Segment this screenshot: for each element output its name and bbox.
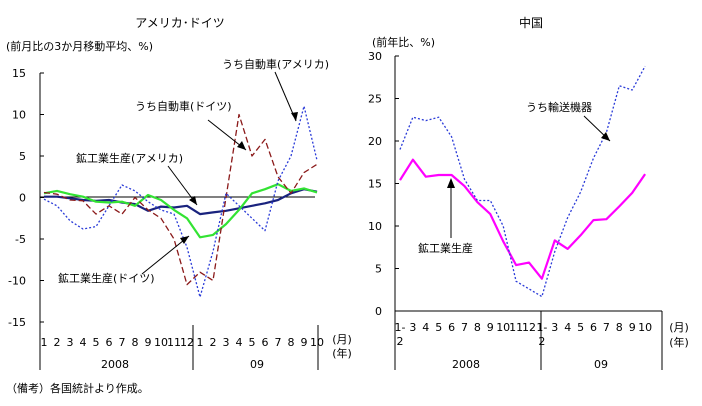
right-x-tick-label: 3 — [409, 321, 416, 334]
left-x-tick-label: 4 — [236, 336, 243, 349]
left-x-tick-label: 7 — [275, 336, 282, 349]
right-y-tick-label: 30 — [368, 50, 382, 63]
left-series-group — [43, 105, 318, 298]
annotation-us-industrial: 鉱工業生産(アメリカ) — [76, 151, 183, 165]
right-x-tick-label: 4 — [564, 321, 571, 334]
left-x-tick-label: 3 — [67, 336, 74, 349]
right-x-tick-label: 10 — [638, 321, 652, 334]
left-y-axis-label: (前月比の3か月移動平均、%) — [6, 39, 153, 53]
left-y-tick-label: -15 — [8, 316, 26, 329]
right-y-tick-labels: 30 25 20 15 10 5 0 — [368, 50, 382, 318]
right-series-1-line — [399, 65, 646, 298]
left-y-tick-label: 15 — [12, 67, 26, 80]
right-x-tick-label: 9 — [487, 321, 494, 334]
left-x-tick-label: 6 — [262, 336, 269, 349]
right-x-tick-label: 8 — [474, 321, 481, 334]
right-y-tick-label: 25 — [368, 93, 382, 106]
left-x-tick-label: 7 — [119, 336, 126, 349]
left-x-tick-label: 12 — [180, 336, 194, 349]
annotation-de-industrial-arrow — [141, 235, 190, 275]
right-y-tick-marks — [395, 55, 399, 312]
left-x-tick-label: 6 — [106, 336, 113, 349]
right-x-tick-label: 3 — [551, 321, 558, 334]
left-y-tick-label: -5 — [15, 233, 26, 246]
left-x-unit-year: (年) — [332, 346, 352, 360]
right-x-tick-label: 1-2 — [395, 321, 406, 348]
right-y-tick-label: 5 — [375, 263, 382, 276]
left-x-tick-label: 10 — [154, 336, 168, 349]
left-x-tick-label: 5 — [93, 336, 100, 349]
right-x-tick-label: 11 — [509, 321, 523, 334]
left-x-tick-label: 1 — [197, 336, 204, 349]
right-x-tick-label: 5 — [577, 321, 584, 334]
annotation-cn-transport: うち輸送機器 — [526, 100, 592, 114]
left-x-tick-label: 5 — [249, 336, 256, 349]
right-x-tick-label: 7 — [461, 321, 468, 334]
right-x-tick-label: 6 — [448, 321, 455, 334]
right-x-tick-label: 7 — [603, 321, 610, 334]
left-x-tick-label: 2 — [54, 336, 61, 349]
left-y-tick-labels: 15 10 5 0 -5 -10 -15 — [8, 67, 26, 329]
annotation-de-industrial-arrowhead — [180, 236, 189, 244]
right-x-tick-label: 10 — [496, 321, 510, 334]
annotation-cn-industrial-arrowhead — [447, 178, 455, 188]
left-series-3-line — [43, 105, 318, 298]
right-y-tick-label: 20 — [368, 135, 382, 148]
right-x-tick-label: 4 — [422, 321, 429, 334]
left-series-0-line — [44, 188, 318, 216]
annotation-cn-transport-arrowhead — [601, 132, 610, 141]
left-y-tick-label: 5 — [19, 150, 26, 163]
right-y-tick-label: 0 — [375, 305, 382, 318]
left-chart-title: アメリカ･ドイツ — [135, 16, 224, 30]
right-y-tick-label: 10 — [368, 220, 382, 233]
left-y-tick-label: 0 — [19, 192, 26, 205]
left-x-tick-label: 3 — [223, 336, 230, 349]
left-x-tick-label: 8 — [288, 336, 295, 349]
annotation-cn-industrial: 鉱工業生産 — [418, 241, 473, 255]
right-x-tick-label: 5 — [435, 321, 442, 334]
left-x-tick-labels: 1 2 3 4 5 6 7 8 9 10 11 12 1 2 3 4 5 6 7 8 9 10 — [41, 336, 325, 349]
left-y-tick-label: 10 — [12, 109, 26, 122]
left-x-tick-label: 9 — [301, 336, 308, 349]
left-x-tick-label: 4 — [80, 336, 87, 349]
right-series-0-line — [399, 158, 647, 280]
source-note: （備考）各国統計より作成。 — [6, 381, 149, 395]
right-x-unit-month: (月) — [669, 321, 689, 334]
left-x-tick-label: 10 — [310, 336, 324, 349]
left-year-label-09: 09 — [250, 358, 264, 371]
left-series-2-line — [43, 113, 318, 286]
right-chart-title: 中国 — [519, 15, 543, 30]
left-y-tick-label: -10 — [8, 275, 26, 288]
right-x-tick-label: 8 — [616, 321, 623, 334]
right-x-tick-label: 6 — [590, 321, 597, 334]
right-x-tick-label: 9 — [629, 321, 636, 334]
left-x-tick-label: 1 — [41, 336, 48, 349]
right-x-tick-label: 12 — [522, 321, 536, 334]
right-series-group — [399, 65, 647, 298]
right-y-axis-label: (前年比、%) — [372, 35, 435, 49]
right-y-tick-label: 15 — [368, 178, 382, 191]
left-x-tick-label: 9 — [145, 336, 152, 349]
annotation-de-auto-arrowhead — [237, 141, 246, 150]
annotation-de-industrial: 鉱工業生産(ドイツ) — [58, 271, 155, 285]
left-chart: アメリカ･ドイツ (前月比の3か月移動平均、%) 151050-5-10-15 … — [6, 16, 352, 371]
left-x-unit-month: (月) — [332, 333, 352, 346]
left-year-label-2008: 2008 — [101, 358, 129, 371]
left-x-tick-label: 2 — [210, 336, 217, 349]
right-x-unit-year: (年) — [669, 335, 689, 349]
annotation-us-auto-arrowhead — [291, 112, 298, 121]
left-x-tick-label: 11 — [167, 336, 181, 349]
right-x-tick-label: 1-2 — [536, 321, 547, 348]
annotation-de-auto: うち自動車(ドイツ) — [135, 99, 232, 113]
annotation-us-auto: うち自動車(アメリカ) — [222, 57, 329, 71]
right-year-label-2008: 2008 — [452, 358, 480, 371]
annotation-us-industrial-arrowhead — [189, 196, 197, 205]
left-series-1-line — [43, 183, 318, 239]
right-year-label-09: 09 — [594, 358, 608, 371]
left-x-tick-label: 8 — [132, 336, 139, 349]
